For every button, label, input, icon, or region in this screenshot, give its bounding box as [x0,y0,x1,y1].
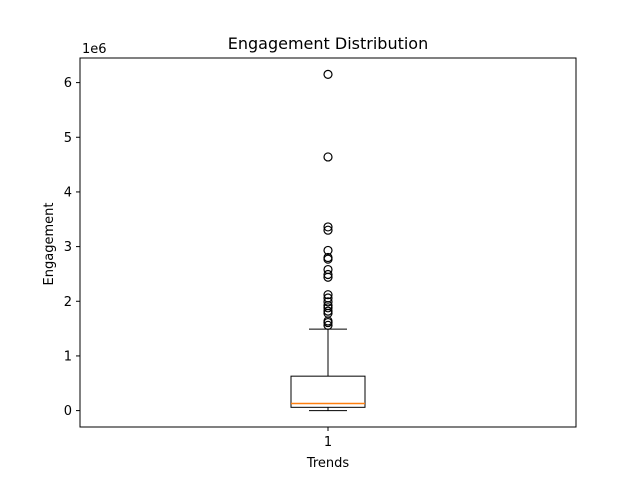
x-axis-label: Trends [306,456,350,471]
outlier-point [323,245,333,256]
outlier-point [323,303,333,313]
outlier-point [323,254,333,264]
iqr-box [290,375,366,408]
y-tick-label: 4 [64,185,72,200]
y-tick-label: 1 [64,349,72,364]
outlier-point [323,225,333,235]
chart-title: Engagement Distribution [228,34,428,53]
outlier-point [323,152,333,162]
outlier-point [323,222,333,232]
y-axis-label: Engagement [42,203,57,286]
outlier-point [323,272,333,282]
outlier-point [323,317,333,328]
plot-area: 0 1 2 3 4 5 6 1 [64,57,577,450]
outlier-point [323,297,333,307]
y-tick-label: 3 [64,240,72,255]
outlier-point [323,290,333,300]
outlier-point [323,69,333,80]
y-tick-label: 6 [64,76,72,91]
outlier-point [323,320,333,330]
y-tick-label: 2 [64,295,72,310]
y-tick-label: 0 [64,404,72,419]
y-tick-label: 5 [64,131,72,146]
x-tick-label: 1 [324,435,332,450]
y-offset-label: 1e6 [82,42,107,57]
outlier-point [323,269,333,280]
